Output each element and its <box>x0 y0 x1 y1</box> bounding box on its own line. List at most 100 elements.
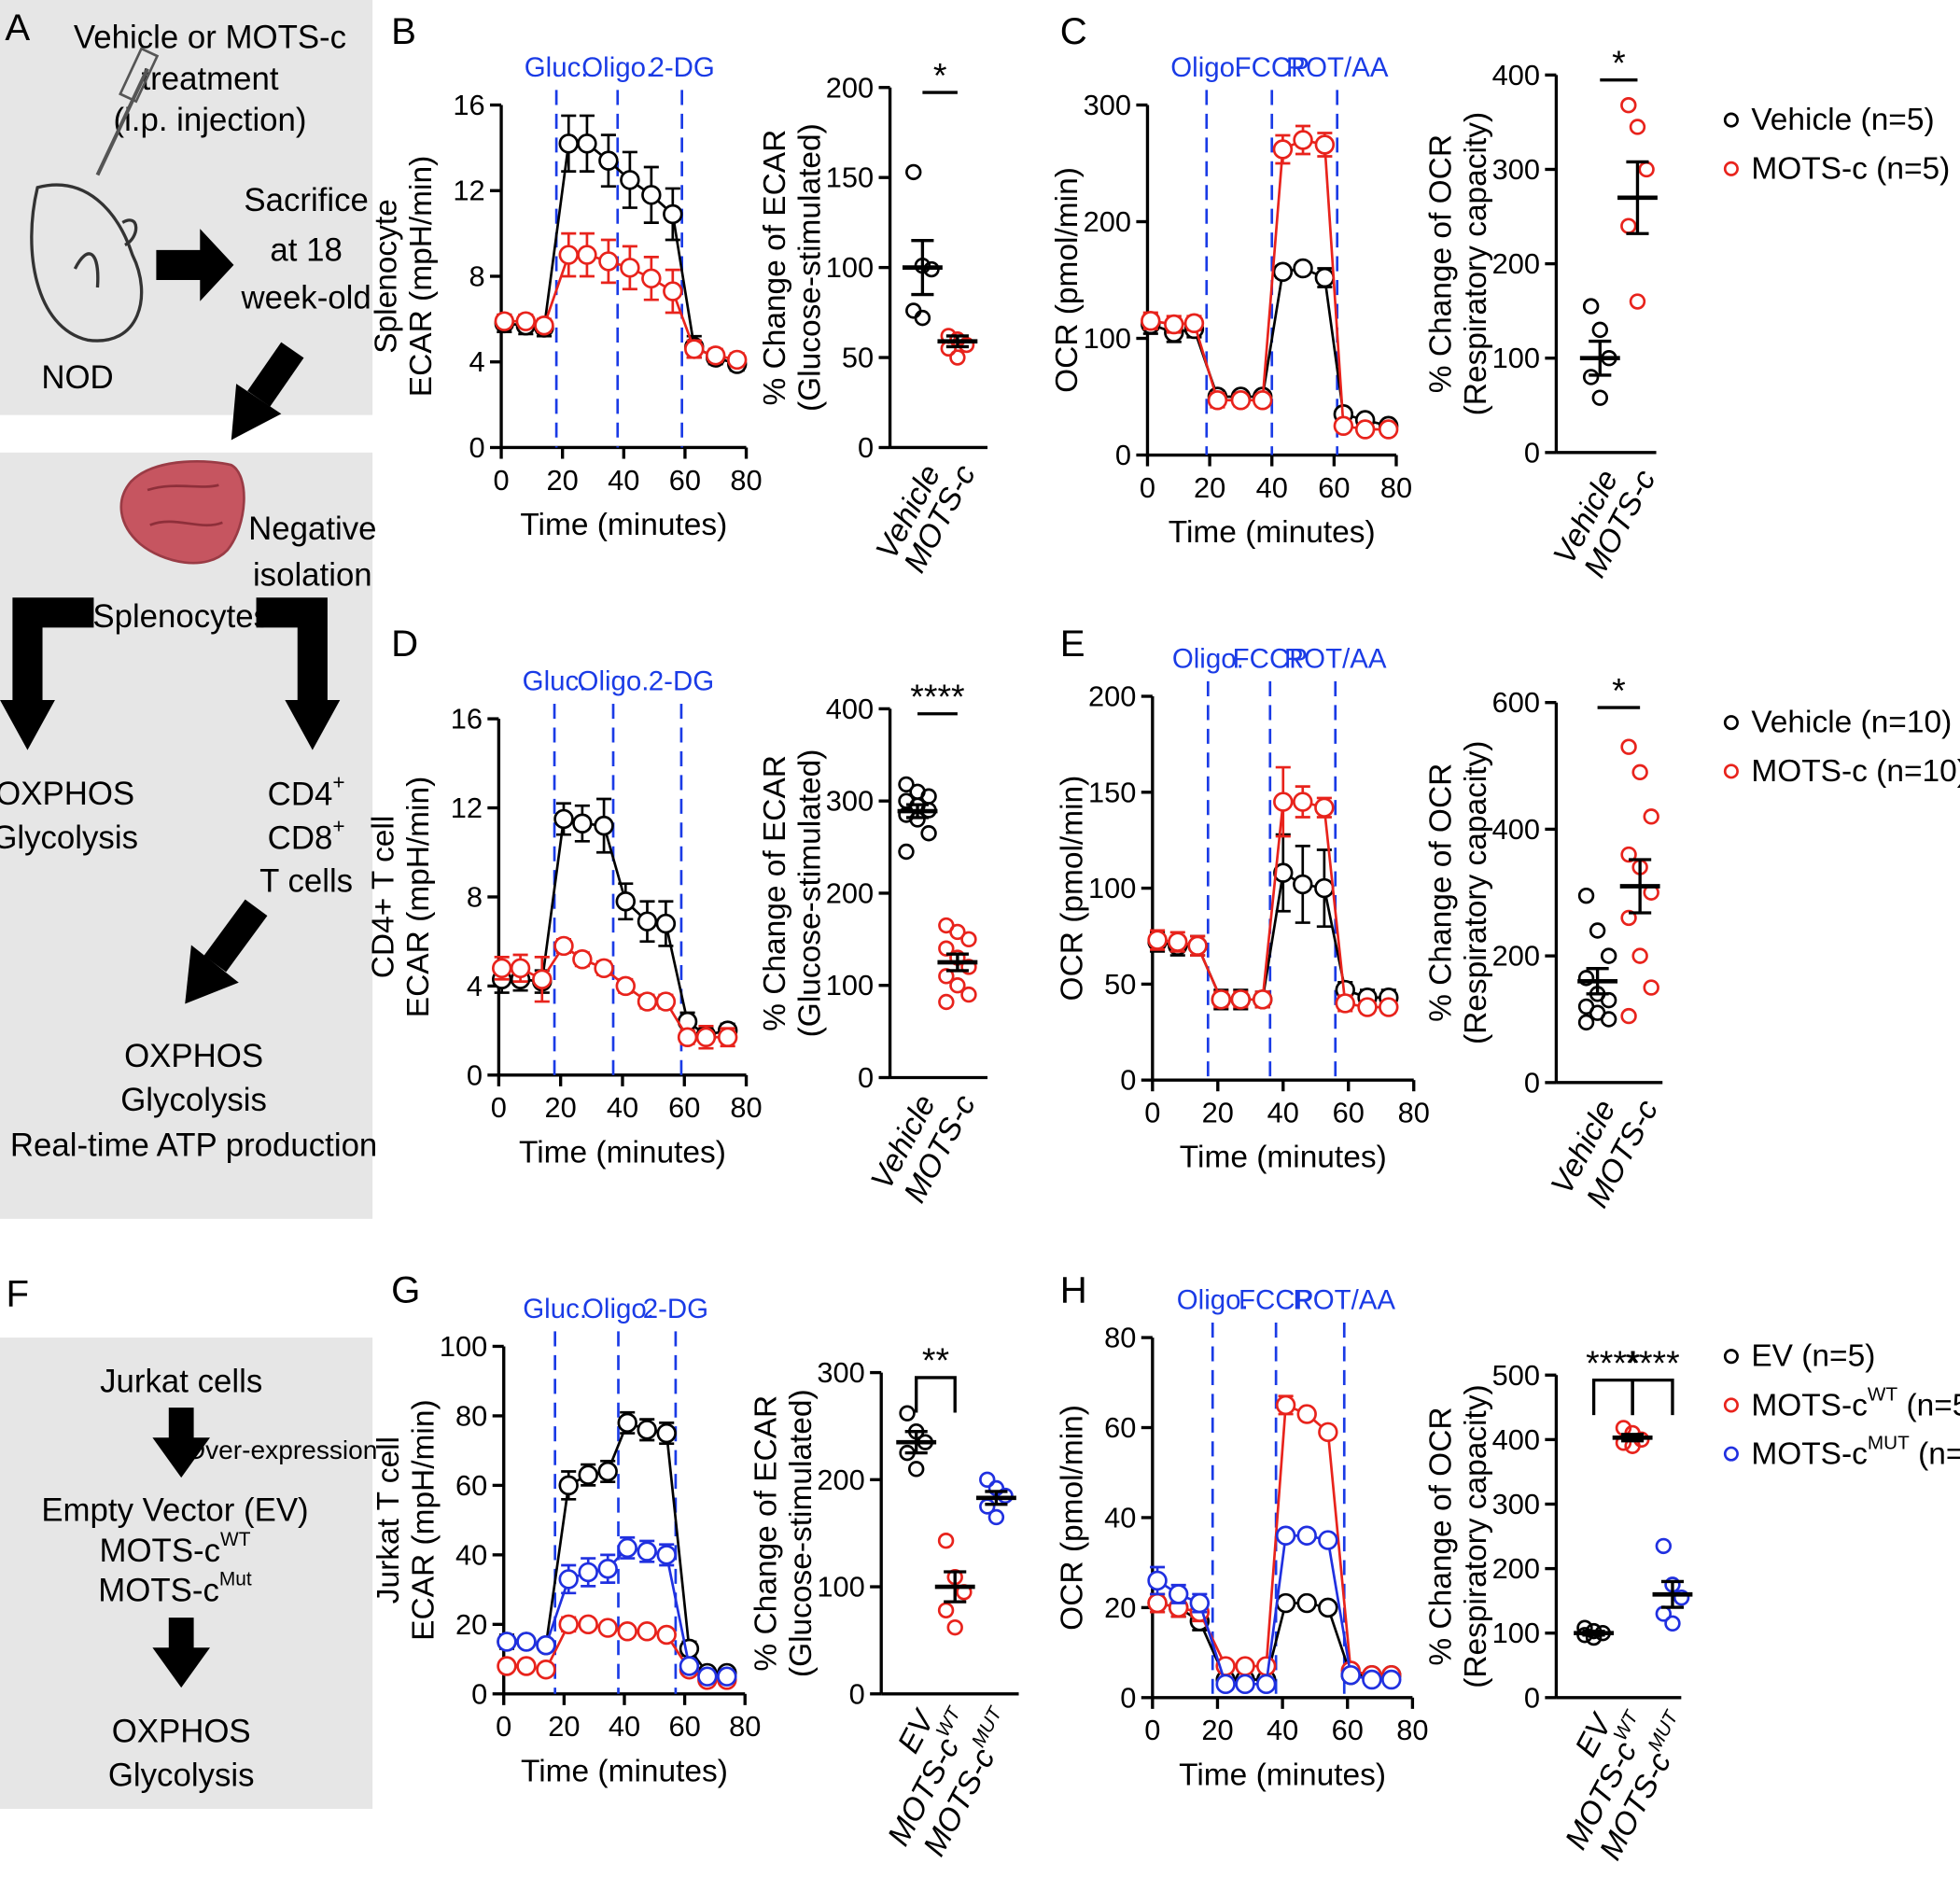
data-point <box>641 185 662 205</box>
y-tick-label: 200 <box>826 876 874 909</box>
data-point <box>558 1569 579 1590</box>
data-point <box>1230 989 1252 1010</box>
y-tick-label: 0 <box>469 431 485 464</box>
legend-label: Vehicle (n=5) <box>1751 103 1934 137</box>
data-point <box>905 302 922 319</box>
injection-label: FCCP <box>1235 52 1309 83</box>
sem-bar <box>1589 339 1612 377</box>
data-point <box>1582 369 1600 385</box>
series-line <box>1150 138 1389 431</box>
arrow-head <box>152 1647 210 1688</box>
y-tick-label: 300 <box>1492 1488 1540 1520</box>
y-tick-label: 40 <box>455 1538 487 1571</box>
text-part: MOTS-c <box>1751 1388 1868 1422</box>
data-point <box>656 1545 677 1565</box>
injection-label: 2-DG <box>649 52 714 83</box>
x-tick-label: 0 <box>1144 1714 1160 1746</box>
superscript: + <box>332 814 344 837</box>
y-tick-label: 16 <box>451 703 483 735</box>
y-tick-label: 300 <box>1084 89 1131 121</box>
x-tick-label: 0 <box>491 1091 507 1124</box>
panel-a: A Vehicle or MOTS-c treatment (i.p. inje… <box>0 0 377 1219</box>
data-point <box>1354 419 1376 440</box>
data-point <box>1620 909 1637 927</box>
y-tick-label: 200 <box>826 71 874 104</box>
y-tick-label: 12 <box>453 175 484 207</box>
y-tick-label: 12 <box>451 791 483 824</box>
sem-bar <box>1626 160 1649 235</box>
y-axis-label: % Change of OCR <box>1424 134 1459 393</box>
label: T cells <box>259 863 353 900</box>
y-axis-label: OCR (pmol/min) <box>1056 1405 1090 1631</box>
injection-label: Oligo. <box>578 665 650 696</box>
injection-label: Gluc. <box>523 1294 587 1324</box>
label: OXPHOS <box>124 1038 263 1074</box>
x-axis-label: Time (minutes) <box>521 1754 728 1788</box>
data-point <box>1340 1664 1361 1686</box>
data-point <box>1255 1674 1277 1695</box>
data-point <box>898 776 915 793</box>
data-point <box>1296 1592 1317 1614</box>
x-tick-label: 80 <box>729 1710 761 1743</box>
data-point <box>1314 877 1335 899</box>
legend-label: MOTS-cWT (n=5) <box>1751 1383 1960 1422</box>
y-tick-label: 100 <box>826 251 874 284</box>
y-tick-label: 100 <box>826 969 874 1002</box>
y-tick-label: 0 <box>1115 439 1131 471</box>
label: Real-time ATP production <box>10 1127 377 1163</box>
data-point <box>1275 1394 1296 1416</box>
data-point <box>1235 1656 1255 1676</box>
line-chart: E 0 50 100 150 200 OCR (pmol/min) 0 20 40 60 80 Time… <box>1056 623 1960 1174</box>
data-point <box>572 813 593 833</box>
panel-letter: H <box>1060 1269 1087 1311</box>
dot-chart: 0 100 200 300 400 500 % Change of OCR (Respirat… <box>1424 1343 1693 1866</box>
y-tick-label: 200 <box>1492 1552 1540 1585</box>
data-point <box>1255 1656 1277 1676</box>
injection-label: ROT/AA <box>1293 1284 1395 1315</box>
data-point <box>1272 261 1294 282</box>
sem-bar <box>945 334 969 349</box>
panel-letter: C <box>1060 10 1087 52</box>
text-part: CD4 <box>268 776 333 812</box>
arrow <box>256 597 328 703</box>
data-point <box>1293 130 1313 150</box>
sem-bar <box>904 1430 928 1455</box>
data-point <box>920 825 937 842</box>
x-tick-label: 60 <box>668 1710 700 1743</box>
data-point <box>1620 1007 1637 1025</box>
x-tick-label: 20 <box>545 1091 577 1124</box>
label: Splenocytes <box>92 598 270 635</box>
data-point <box>1333 415 1354 436</box>
legend-label: MOTS-c (n=10) <box>1751 754 1960 789</box>
data-point <box>572 949 593 970</box>
y-tick-label: 400 <box>1492 59 1540 91</box>
y-tick-label: 0 <box>849 1677 865 1710</box>
data-point <box>1591 321 1608 339</box>
dot-chart: 0 100 200 300 % Change of ECAR (Glucose-stimu… <box>749 1340 1019 1862</box>
data-point <box>717 1666 737 1687</box>
legend-label: Vehicle (n=10) <box>1751 706 1952 740</box>
data-point <box>1189 1592 1211 1614</box>
data-point <box>987 1508 1005 1526</box>
y-axis-label: % Change of ECAR <box>758 755 792 1031</box>
y-tick-label: 8 <box>469 259 485 292</box>
text-part: (n=5) <box>1910 1436 1960 1471</box>
mouse <box>30 183 144 343</box>
data-point <box>1293 874 1313 895</box>
data-point <box>1357 997 1378 1017</box>
label: Empty Vector (EV) <box>41 1492 308 1528</box>
data-point <box>497 1632 517 1652</box>
data-point <box>1631 947 1648 964</box>
y-axis-label: Splenocyte <box>369 199 403 354</box>
data-point <box>1643 808 1659 825</box>
y-tick-label: 50 <box>842 342 874 374</box>
data-point <box>597 1461 618 1482</box>
data-point <box>597 1618 618 1638</box>
y-tick-label: 100 <box>1492 1617 1540 1649</box>
spleen-detail <box>147 483 223 527</box>
data-point <box>1638 161 1655 178</box>
syringe-barrel <box>119 47 160 104</box>
data-point <box>1589 922 1606 939</box>
data-point <box>905 163 922 181</box>
text-part: MOTS-c <box>1751 1436 1868 1471</box>
